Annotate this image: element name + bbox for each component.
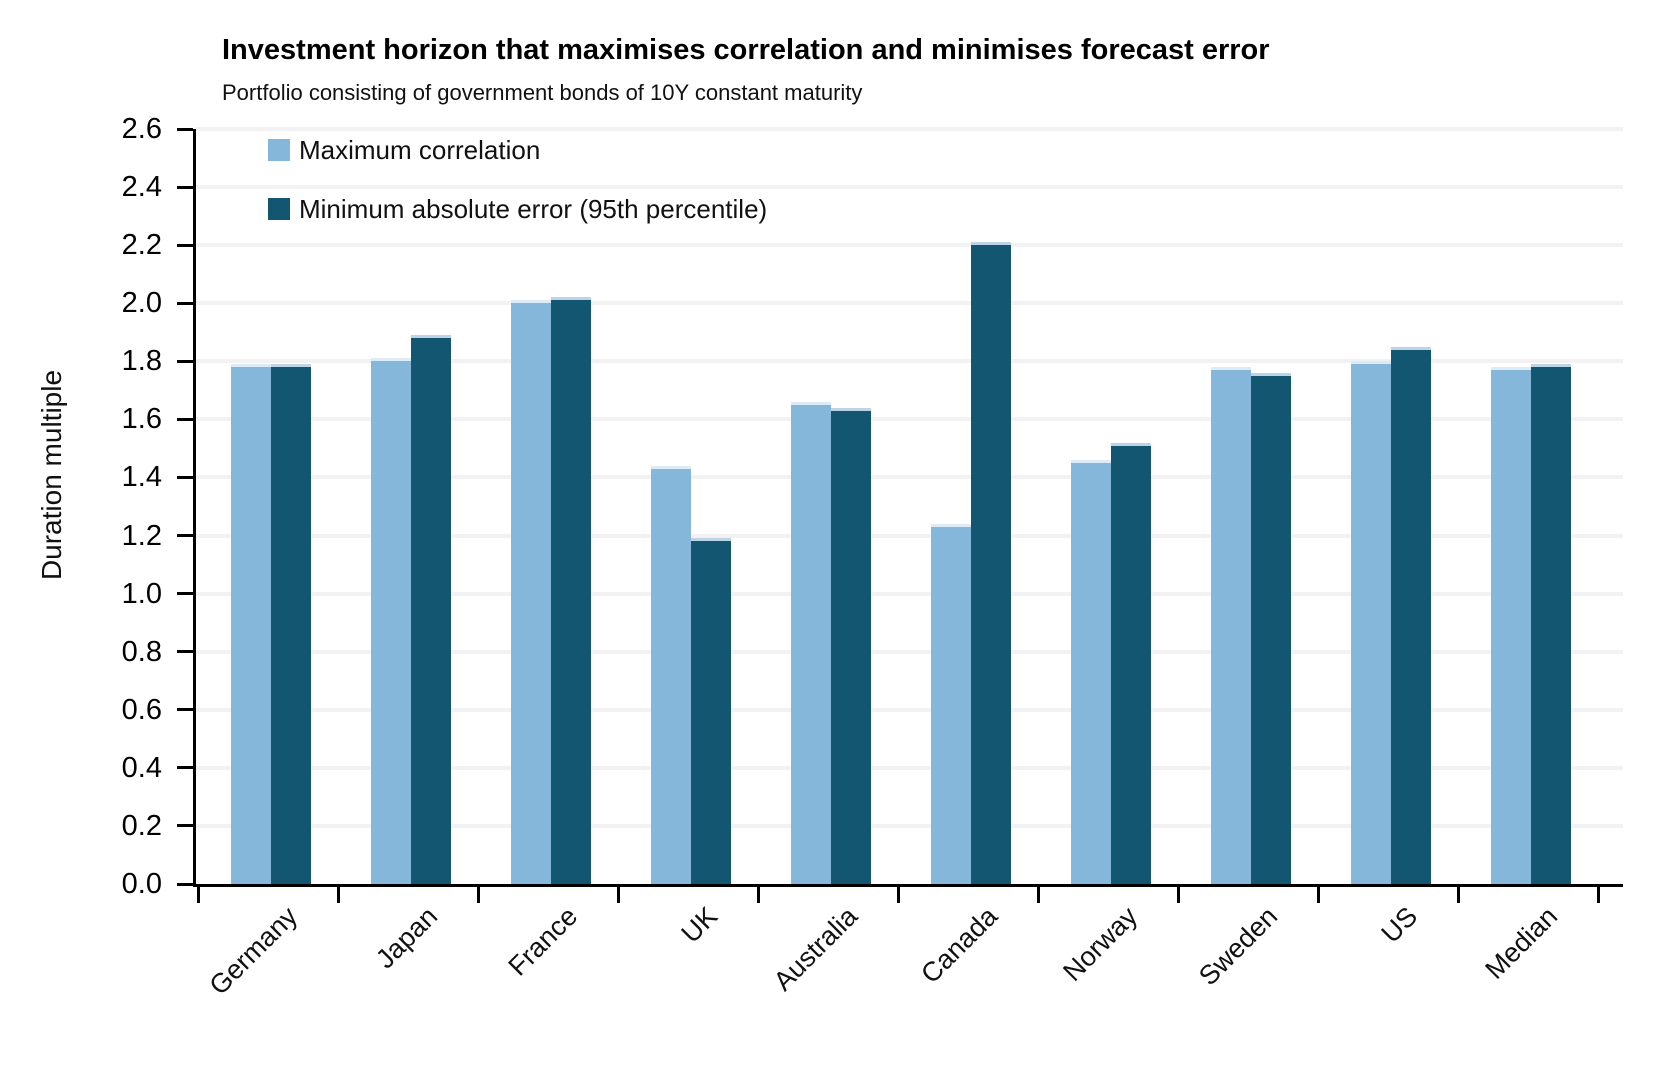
legend-label-minimum-absolute-error: Minimum absolute error (95th percentile) bbox=[299, 194, 768, 224]
y-tick-label: 1.4 bbox=[121, 461, 162, 494]
gridline bbox=[196, 533, 1623, 538]
x-tick-label-japan: Japan bbox=[369, 901, 444, 975]
x-axis-tick bbox=[1316, 887, 1320, 903]
y-axis-tick bbox=[177, 766, 193, 770]
y-tick-label: 0.2 bbox=[121, 809, 162, 842]
chart-subtitle: Portfolio consisting of government bonds… bbox=[222, 80, 863, 105]
bar-minimum-absolute-france bbox=[551, 297, 591, 884]
y-axis-tick bbox=[177, 243, 193, 247]
y-tick-label: 2.6 bbox=[121, 113, 162, 145]
x-axis-tick bbox=[756, 887, 760, 903]
x-tick-label-sweden: Sweden bbox=[1193, 901, 1284, 992]
x-tick-label-australia: Australia bbox=[767, 901, 864, 997]
legend-swatch-minimum-absolute-error bbox=[268, 198, 290, 220]
y-axis-tick bbox=[177, 475, 193, 479]
x-axis-tick bbox=[1456, 887, 1460, 903]
bar-minimum-absolute-us bbox=[1391, 346, 1431, 884]
gridline bbox=[196, 591, 1623, 596]
gridline bbox=[196, 707, 1623, 712]
y-axis-tick bbox=[177, 417, 193, 421]
y-axis-tick bbox=[177, 708, 193, 712]
bar-maximum-correlation-canada bbox=[931, 523, 971, 884]
x-tick-label-norway: Norway bbox=[1057, 901, 1144, 987]
x-axis-tick bbox=[896, 887, 900, 903]
y-tick-label: 0.6 bbox=[121, 693, 162, 726]
chart-title: Investment horizon that maximises correl… bbox=[222, 34, 1270, 66]
legend-label-maximum-correlation: Maximum correlation bbox=[299, 135, 541, 165]
y-tick-label: 0.8 bbox=[121, 635, 162, 668]
bar-maximum-correlation-uk bbox=[651, 465, 691, 884]
bar-maximum-correlation-australia bbox=[791, 401, 831, 884]
bar-maximum-correlation-us bbox=[1351, 361, 1391, 884]
x-tick-label-france: France bbox=[502, 901, 584, 982]
y-tick-label: 1.6 bbox=[121, 403, 162, 436]
x-axis-tick bbox=[1036, 887, 1040, 903]
x-axis-tick bbox=[1596, 887, 1600, 903]
bar-maximum-correlation-france bbox=[511, 300, 551, 884]
bar-maximum-correlation-japan bbox=[371, 358, 411, 884]
legend-item-minimum-absolute-error: Minimum absolute error (95th percentile) bbox=[268, 193, 767, 225]
x-axis-tick bbox=[196, 887, 200, 903]
gridline bbox=[196, 765, 1623, 770]
gridline bbox=[196, 823, 1623, 828]
y-axis-tick bbox=[177, 301, 193, 305]
x-axis-tick bbox=[616, 887, 620, 903]
y-tick-label: 2.2 bbox=[121, 229, 162, 262]
y-axis-tick bbox=[177, 185, 193, 189]
y-axis-tick bbox=[177, 359, 193, 363]
y-axis-tick bbox=[177, 592, 193, 596]
y-tick-label: 1.2 bbox=[121, 519, 162, 552]
y-tick-label: 0.4 bbox=[121, 751, 162, 784]
legend-swatch-maximum-correlation bbox=[268, 139, 290, 161]
x-tick-label-uk: UK bbox=[675, 901, 724, 949]
gridline bbox=[196, 301, 1623, 306]
gridline bbox=[196, 185, 1623, 190]
x-axis-tick bbox=[336, 887, 340, 903]
x-axis-tick bbox=[476, 887, 480, 903]
x-tick-label-canada: Canada bbox=[915, 901, 1004, 990]
gridline bbox=[196, 127, 1623, 131]
bar-minimum-absolute-sweden bbox=[1251, 372, 1291, 884]
y-axis-tick bbox=[177, 650, 193, 654]
gridline bbox=[196, 243, 1623, 248]
y-axis-tick bbox=[177, 127, 193, 131]
bar-minimum-absolute-canada bbox=[971, 242, 1011, 884]
bar-maximum-correlation-norway bbox=[1071, 460, 1111, 884]
y-tick-label: 0.0 bbox=[121, 868, 162, 900]
y-tick-label: 2.0 bbox=[121, 287, 162, 320]
legend-item-maximum-correlation: Maximum correlation bbox=[268, 134, 767, 166]
bar-minimum-absolute-australia bbox=[831, 407, 871, 884]
bar-minimum-absolute-norway bbox=[1111, 442, 1151, 884]
bar-maximum-correlation-sweden bbox=[1211, 367, 1251, 884]
y-tick-label: 2.4 bbox=[121, 171, 162, 204]
y-tick-label: 1.0 bbox=[121, 577, 162, 610]
y-axis-tick bbox=[177, 824, 193, 828]
x-axis-tick bbox=[1176, 887, 1180, 903]
bar-minimum-absolute-uk bbox=[691, 538, 731, 884]
y-axis-tick bbox=[177, 534, 193, 538]
gridline bbox=[196, 475, 1623, 480]
x-tick-label-median: Median bbox=[1479, 901, 1564, 985]
bar-maximum-correlation-germany bbox=[231, 364, 271, 884]
gridline bbox=[196, 649, 1623, 654]
y-tick-label: 1.8 bbox=[121, 345, 162, 378]
bar-minimum-absolute-japan bbox=[411, 335, 451, 884]
x-tick-label-germany: Germany bbox=[203, 901, 304, 1001]
plot-area bbox=[193, 127, 1623, 887]
bar-minimum-absolute-median bbox=[1531, 364, 1571, 884]
x-tick-label-us: US bbox=[1375, 901, 1424, 949]
gridline bbox=[196, 417, 1623, 422]
bar-maximum-correlation-median bbox=[1491, 367, 1531, 884]
legend: Maximum correlation Minimum absolute err… bbox=[268, 134, 767, 225]
y-axis-tick bbox=[177, 882, 193, 886]
bar-minimum-absolute-germany bbox=[271, 364, 311, 884]
gridline bbox=[196, 359, 1623, 364]
